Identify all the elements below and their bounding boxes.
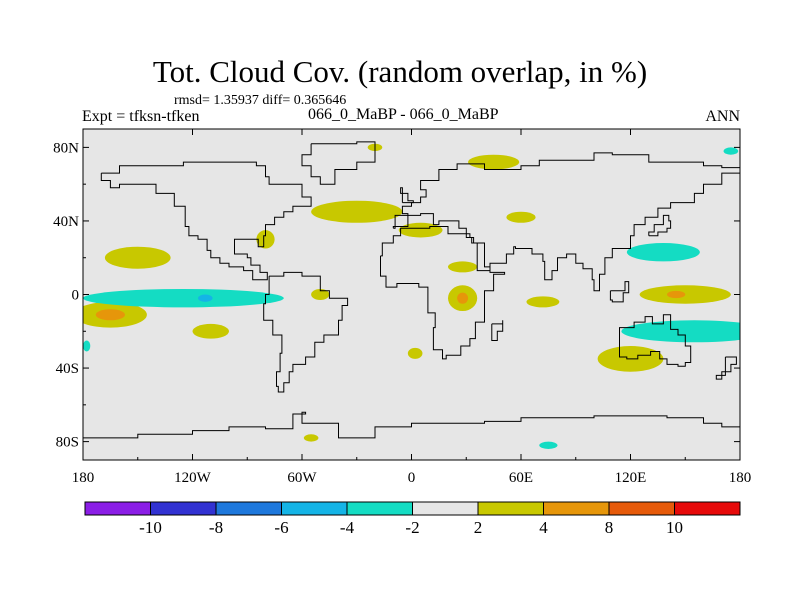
colorbar-swatch — [281, 501, 348, 516]
chart-title: Tot. Cloud Cov. (random overlap, in %) — [152, 54, 648, 89]
coastline-7 — [491, 320, 504, 341]
anomaly-s-atlantic-small — [407, 347, 423, 359]
anomaly-n-pacific-west — [626, 243, 700, 262]
anomaly-antarctic-ocean-2 — [539, 441, 558, 449]
colorbar-swatch — [674, 501, 741, 516]
coastline-10 — [715, 356, 737, 380]
anomaly-central-asia — [506, 211, 536, 223]
anomaly-south-pacific-conv — [621, 320, 740, 343]
anomaly-arctic-asia — [468, 154, 520, 170]
case-label: 066_0_MaBP - 066_0_MaBP — [308, 106, 499, 123]
y-tick-label: 80S — [56, 435, 79, 451]
colorbar-swatch — [346, 501, 413, 516]
coastline-9 — [648, 214, 672, 237]
map-axes: 180 120W 60W 0 60E 120E 180 80N 40N 0 40S 80S — [53, 128, 752, 486]
anomaly-n-pacific-subtropics — [104, 246, 171, 269]
rmsd-diff-stats: rmsd= 1.35937 diff= 0.365646 — [174, 93, 347, 108]
anomaly-n-atlantic — [311, 200, 403, 223]
colorbar-swatch — [150, 501, 217, 516]
y-tick-label: 80N — [53, 140, 79, 156]
anomaly-central-africa-core — [457, 292, 469, 304]
coastline-0 — [100, 161, 312, 281]
colorbar-swatch — [608, 501, 675, 516]
colorbar-label: 8 — [605, 518, 614, 537]
coastline-11 — [400, 187, 414, 204]
anomaly-w-pacific-north-core — [667, 290, 686, 299]
colorbar-label: 10 — [666, 518, 683, 537]
x-tick-label: 0 — [408, 470, 416, 486]
anomaly-pacific-east-small — [197, 294, 213, 302]
colorbar-label: -10 — [139, 518, 162, 537]
anomaly-sw-pacific-edge — [83, 340, 91, 352]
coastline-5 — [619, 314, 692, 367]
anomaly-indian-ocean-west — [526, 296, 560, 308]
coastline-3 — [380, 226, 506, 360]
y-tick-label: 40N — [53, 214, 79, 230]
anomaly-equatorial-pacific — [83, 288, 284, 308]
coastline-6 — [83, 411, 740, 439]
colorbar-label: 2 — [474, 518, 483, 537]
colorbar-label: -2 — [405, 518, 419, 537]
colorbar-label: -6 — [274, 518, 288, 537]
colorbar-label: 4 — [539, 518, 548, 537]
anomaly-antarctic-ocean-1 — [303, 434, 319, 442]
colorbar-swatch — [543, 501, 610, 516]
anomaly-s-pacific-mid — [192, 323, 229, 339]
anomaly-north-africa — [448, 261, 478, 273]
x-tick-label: 120E — [615, 470, 647, 486]
x-tick-label: 120W — [174, 470, 212, 486]
colorbar: -10 -8 -6 -4 -2 2 4 8 10 — [84, 501, 741, 537]
coastline-2 — [263, 271, 349, 393]
colorbar-swatch — [477, 501, 544, 516]
experiment-label: Expt = tfksn-tfken — [82, 108, 200, 125]
colorbar-swatch — [215, 501, 282, 516]
colorbar-label: -4 — [340, 518, 355, 537]
season-label: ANN — [705, 108, 740, 125]
anomaly-w-pacific-south-core — [95, 309, 125, 321]
coastline-8 — [609, 281, 630, 303]
anomaly-tropical-atlantic — [311, 288, 330, 301]
anomaly-north-america-west — [256, 230, 275, 249]
colorbar-swatch — [412, 501, 479, 516]
coastline-4 — [392, 152, 740, 292]
colorbar-swatch — [84, 501, 151, 516]
anomaly-arctic-east — [723, 147, 739, 155]
map-plot-area — [83, 129, 740, 460]
x-tick-label: 180 — [729, 470, 752, 486]
y-tick-label: 0 — [72, 288, 80, 304]
coastline-1 — [301, 141, 376, 185]
y-tick-label: 40S — [56, 361, 79, 377]
x-tick-label: 60W — [287, 470, 317, 486]
x-tick-label: 60E — [509, 470, 533, 486]
colorbar-label: -8 — [209, 518, 223, 537]
x-tick-label: 180 — [72, 470, 95, 486]
